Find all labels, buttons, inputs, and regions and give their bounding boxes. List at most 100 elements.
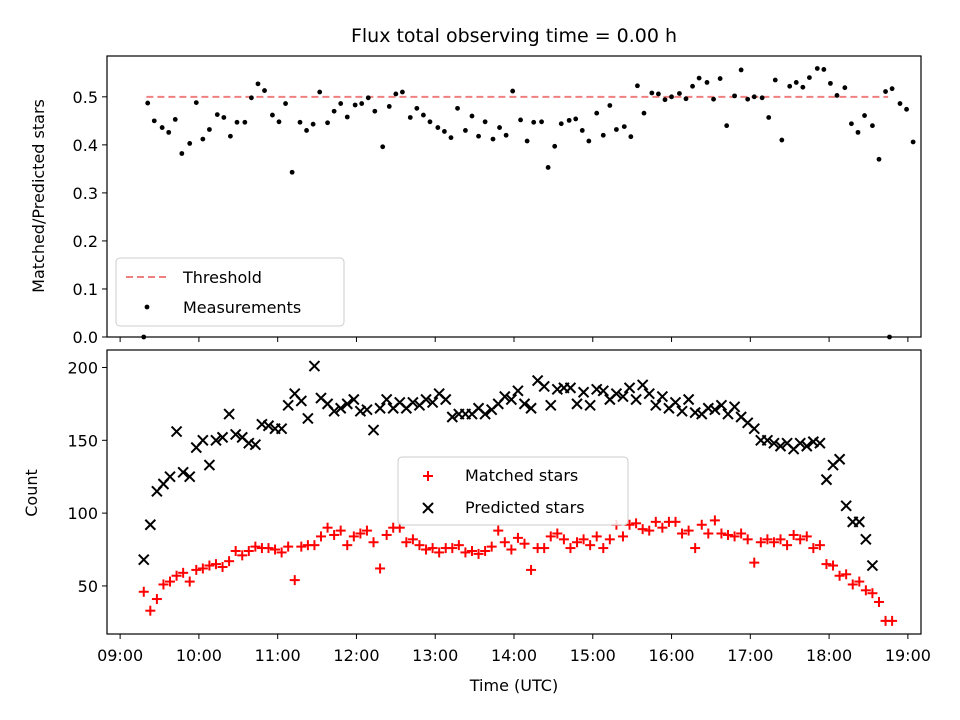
matched-star-point bbox=[873, 596, 884, 607]
matched-star-point bbox=[381, 529, 392, 540]
predicted-star-point bbox=[440, 393, 452, 406]
measurement-point bbox=[344, 114, 350, 120]
measurement-point bbox=[849, 121, 854, 127]
predicted-star-point bbox=[184, 471, 196, 483]
matched-star-point bbox=[210, 559, 221, 570]
predicted-star-point bbox=[229, 428, 242, 441]
matched-star-point bbox=[184, 576, 195, 587]
measurement-point bbox=[270, 112, 275, 118]
predicted-star-point bbox=[361, 404, 373, 416]
chart-title: Flux total observing time = 0.00 h bbox=[351, 25, 677, 47]
measurement-point bbox=[187, 141, 193, 146]
matched-star-point bbox=[237, 550, 248, 561]
matched-star-point bbox=[309, 540, 320, 551]
predicted-star-point bbox=[138, 554, 150, 566]
predicted-star-point bbox=[275, 422, 288, 435]
predicted-star-point bbox=[479, 408, 491, 420]
matched-star-point bbox=[250, 541, 261, 552]
measurement-point bbox=[635, 83, 640, 89]
bottom-xtick-label: 09:00 bbox=[97, 646, 143, 665]
measurement-point bbox=[482, 119, 488, 125]
predicted-star-point bbox=[302, 412, 314, 425]
legend-matched-swatch bbox=[423, 471, 433, 481]
measurement-point bbox=[325, 120, 330, 126]
measurement-point bbox=[690, 83, 695, 89]
legend-threshold-label: Threshold bbox=[182, 268, 262, 287]
measurement-point bbox=[724, 123, 730, 129]
predicted-star-point bbox=[512, 385, 524, 397]
bottom-ytick-label: 100 bbox=[67, 504, 98, 523]
measurement-point bbox=[876, 156, 882, 162]
predicted-star-point bbox=[216, 431, 229, 444]
matched-star-point bbox=[158, 579, 169, 590]
matched-star-point bbox=[466, 545, 477, 556]
matched-star-point bbox=[841, 569, 852, 580]
matched-star-point bbox=[230, 545, 241, 556]
bottom-xtick-label: 19:00 bbox=[885, 646, 931, 665]
matched-star-point bbox=[742, 534, 753, 545]
measurement-point bbox=[297, 119, 303, 125]
top-ytick-label: 0.2 bbox=[73, 232, 98, 251]
predicted-star-point bbox=[571, 398, 583, 410]
matched-star-point bbox=[591, 531, 602, 542]
measurement-point bbox=[704, 80, 710, 85]
measurement-point bbox=[503, 132, 509, 138]
measurement-point bbox=[310, 121, 316, 127]
matched-star-point bbox=[263, 543, 274, 554]
measurement-point bbox=[656, 91, 661, 97]
predicted-star-point bbox=[577, 386, 590, 398]
top-ylabel: Matched/Predicted stars bbox=[29, 99, 48, 293]
predicted-star-point bbox=[249, 438, 262, 451]
measurement-point bbox=[910, 139, 916, 145]
matched-star-point bbox=[204, 560, 215, 571]
measurement-point bbox=[262, 88, 267, 93]
legend-measurements-label: Measurements bbox=[183, 298, 301, 317]
measurement-point bbox=[751, 94, 757, 100]
top-axes-frame bbox=[106, 55, 922, 338]
measurement-point bbox=[172, 117, 178, 122]
top-plot-area bbox=[141, 66, 916, 340]
matched-star-point bbox=[847, 579, 858, 590]
measurement-point bbox=[842, 85, 848, 91]
bottom-xtick-label: 18:00 bbox=[806, 646, 852, 665]
matched-star-point bbox=[145, 605, 156, 616]
measurement-point bbox=[732, 93, 737, 99]
matched-star-point bbox=[690, 543, 701, 554]
measurement-point bbox=[393, 91, 399, 97]
matched-star-point bbox=[165, 576, 176, 587]
predicted-star-point bbox=[295, 395, 308, 407]
matched-star-point bbox=[138, 586, 149, 597]
measurement-point bbox=[365, 95, 371, 101]
measurement-point bbox=[621, 124, 627, 130]
measurement-point bbox=[717, 76, 723, 81]
matched-star-point bbox=[670, 516, 681, 527]
measurement-point bbox=[380, 144, 386, 150]
predicted-star-point bbox=[597, 385, 609, 397]
measurement-point bbox=[614, 127, 619, 132]
measurement-point bbox=[151, 118, 157, 124]
measurement-point bbox=[476, 133, 481, 139]
predicted-star-point bbox=[282, 399, 294, 412]
matched-star-point bbox=[867, 588, 878, 599]
matched-star-point bbox=[860, 585, 871, 596]
measurement-point bbox=[821, 67, 827, 72]
measurement-point bbox=[524, 138, 530, 144]
measurement-point bbox=[649, 90, 655, 96]
predicted-star-point bbox=[367, 424, 380, 436]
bottom-xtick-label: 15:00 bbox=[570, 646, 616, 665]
predicted-star-point bbox=[518, 398, 531, 410]
predicted-star-point bbox=[341, 398, 353, 410]
matched-star-point bbox=[447, 543, 458, 554]
measurement-point bbox=[510, 88, 516, 94]
predicted-star-point bbox=[650, 399, 662, 412]
predicted-star-point bbox=[210, 434, 222, 447]
predicted-star-point bbox=[328, 405, 340, 417]
measurement-point bbox=[745, 96, 751, 102]
top-ytick-label: 0.3 bbox=[73, 184, 98, 203]
measurement-point bbox=[766, 115, 772, 120]
matched-star-point bbox=[539, 543, 550, 554]
measurement-point bbox=[870, 123, 875, 129]
measurement-point bbox=[531, 119, 537, 125]
matched-star-point bbox=[289, 575, 300, 586]
measurement-point bbox=[214, 112, 220, 118]
